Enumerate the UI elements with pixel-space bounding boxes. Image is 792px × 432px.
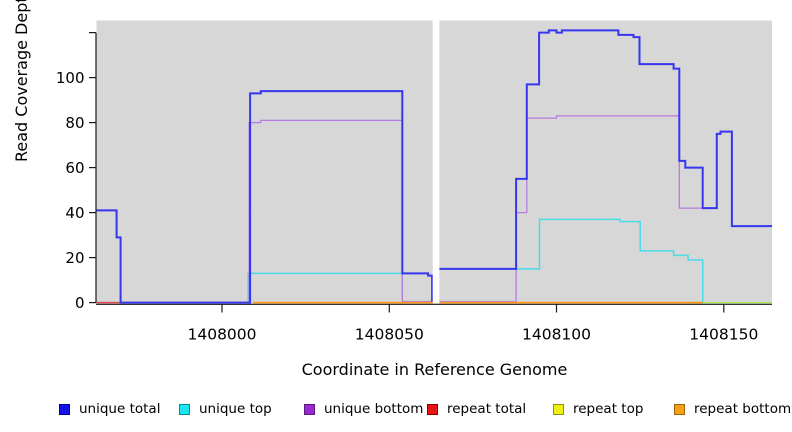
legend-item-unique-top: unique top bbox=[179, 399, 272, 419]
unique-top-swatch-icon bbox=[179, 403, 190, 415]
x-tick-label: 1408050 bbox=[355, 326, 424, 344]
y-tick-label: 40 bbox=[65, 204, 84, 222]
series-unique-total-line bbox=[96, 29, 772, 304]
legend-item-unique-bottom: unique bottom bbox=[304, 399, 423, 419]
y-tick-label: 100 bbox=[56, 69, 85, 87]
repeat-total-swatch-icon bbox=[427, 403, 438, 415]
x-tick-label: 1408000 bbox=[187, 326, 256, 344]
repeat-top-swatch-icon bbox=[553, 403, 564, 415]
unique-bottom-swatch-icon bbox=[304, 403, 315, 415]
y-tick-label: 20 bbox=[65, 249, 84, 267]
legend-item-unique-total: unique total bbox=[59, 399, 160, 419]
legend: unique total unique top unique bottom re… bbox=[0, 399, 792, 423]
missing-data-band bbox=[432, 20, 440, 304]
repeat-bottom-swatch-icon bbox=[674, 403, 685, 415]
legend-item-repeat-total: repeat total bbox=[427, 399, 526, 419]
x-tick-label: 1408100 bbox=[522, 326, 591, 344]
x-axis-title: Coordinate in Reference Genome bbox=[301, 360, 568, 379]
plot-canvas: 0 20 40 60 80 100 1408000 1408050 1408100 1408150 bbox=[56, 20, 772, 344]
y-tick-label: 60 bbox=[65, 159, 84, 177]
unique-total-swatch-icon bbox=[59, 403, 70, 415]
y-tick-label: 0 bbox=[75, 294, 85, 312]
y-tick-label: 80 bbox=[65, 114, 84, 132]
legend-item-repeat-bottom: repeat bottom bbox=[674, 399, 791, 419]
legend-item-repeat-top: repeat top bbox=[553, 399, 643, 419]
x-tick-label: 1408150 bbox=[689, 326, 758, 344]
